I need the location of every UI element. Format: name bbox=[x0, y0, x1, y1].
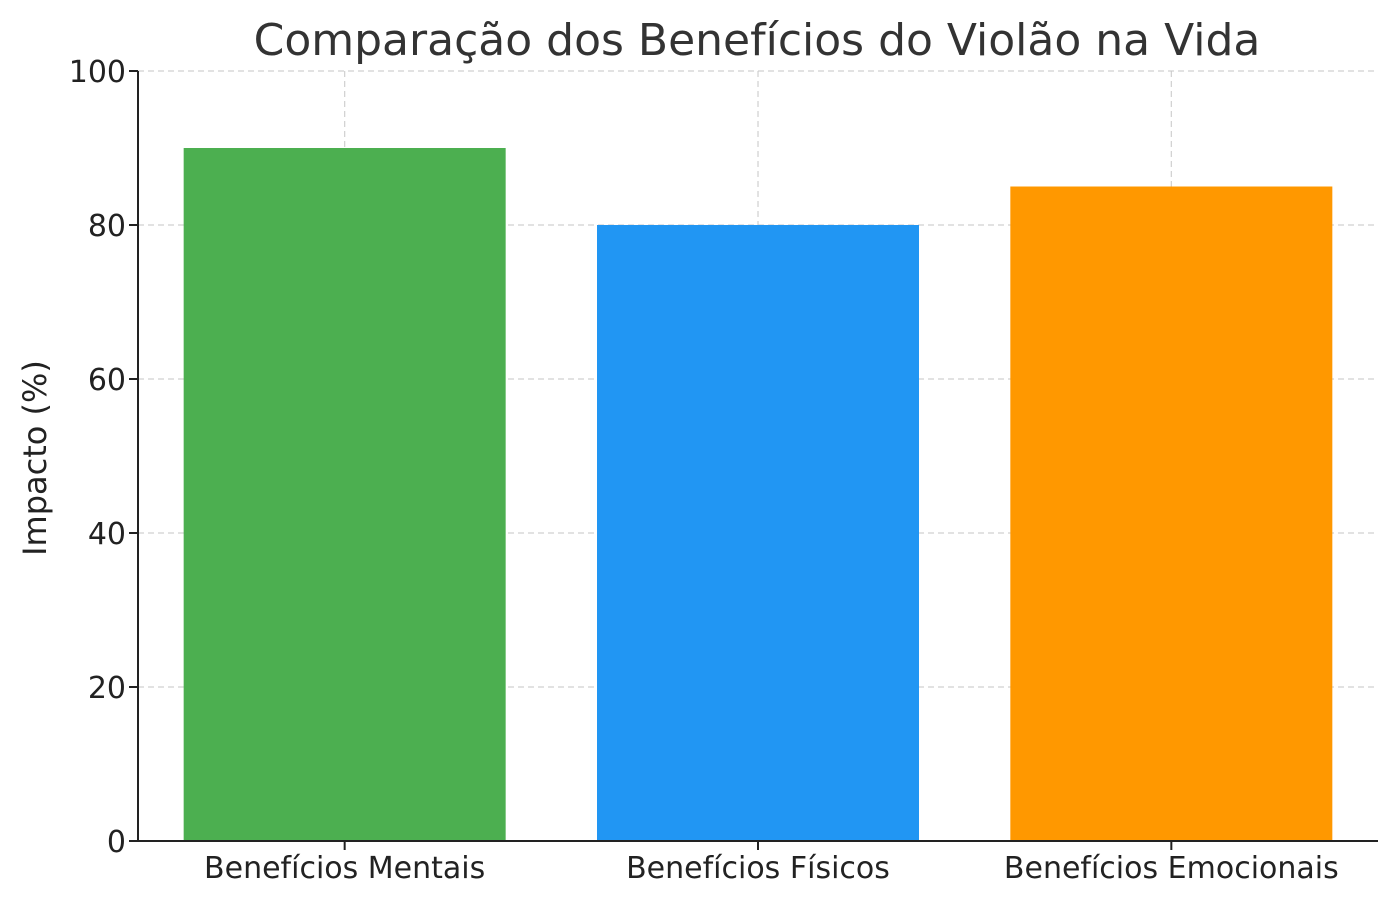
y-tick-label: 60 bbox=[88, 363, 126, 398]
chart-title: Comparação dos Benefícios do Violão na V… bbox=[254, 15, 1261, 66]
bar bbox=[1010, 186, 1333, 841]
y-tick-label: 20 bbox=[88, 671, 126, 706]
y-tick-label: 100 bbox=[69, 55, 126, 90]
bar bbox=[183, 148, 506, 841]
y-tick-label: 40 bbox=[88, 517, 126, 552]
y-tick-label: 0 bbox=[107, 825, 126, 860]
bar bbox=[597, 225, 919, 841]
bars-layer bbox=[183, 148, 1333, 841]
x-tick-label: Benefícios Mentais bbox=[204, 851, 485, 886]
y-axis-label: Impacto (%) bbox=[16, 360, 54, 556]
y-tick-label: 80 bbox=[88, 209, 126, 244]
x-tick-label: Benefícios Físicos bbox=[626, 851, 890, 886]
x-tick-label: Benefícios Emocionais bbox=[1004, 851, 1339, 886]
ticks-layer: 0 20 40 60 80 100 Benefícios Mentais Benefícios… bbox=[69, 55, 1339, 886]
